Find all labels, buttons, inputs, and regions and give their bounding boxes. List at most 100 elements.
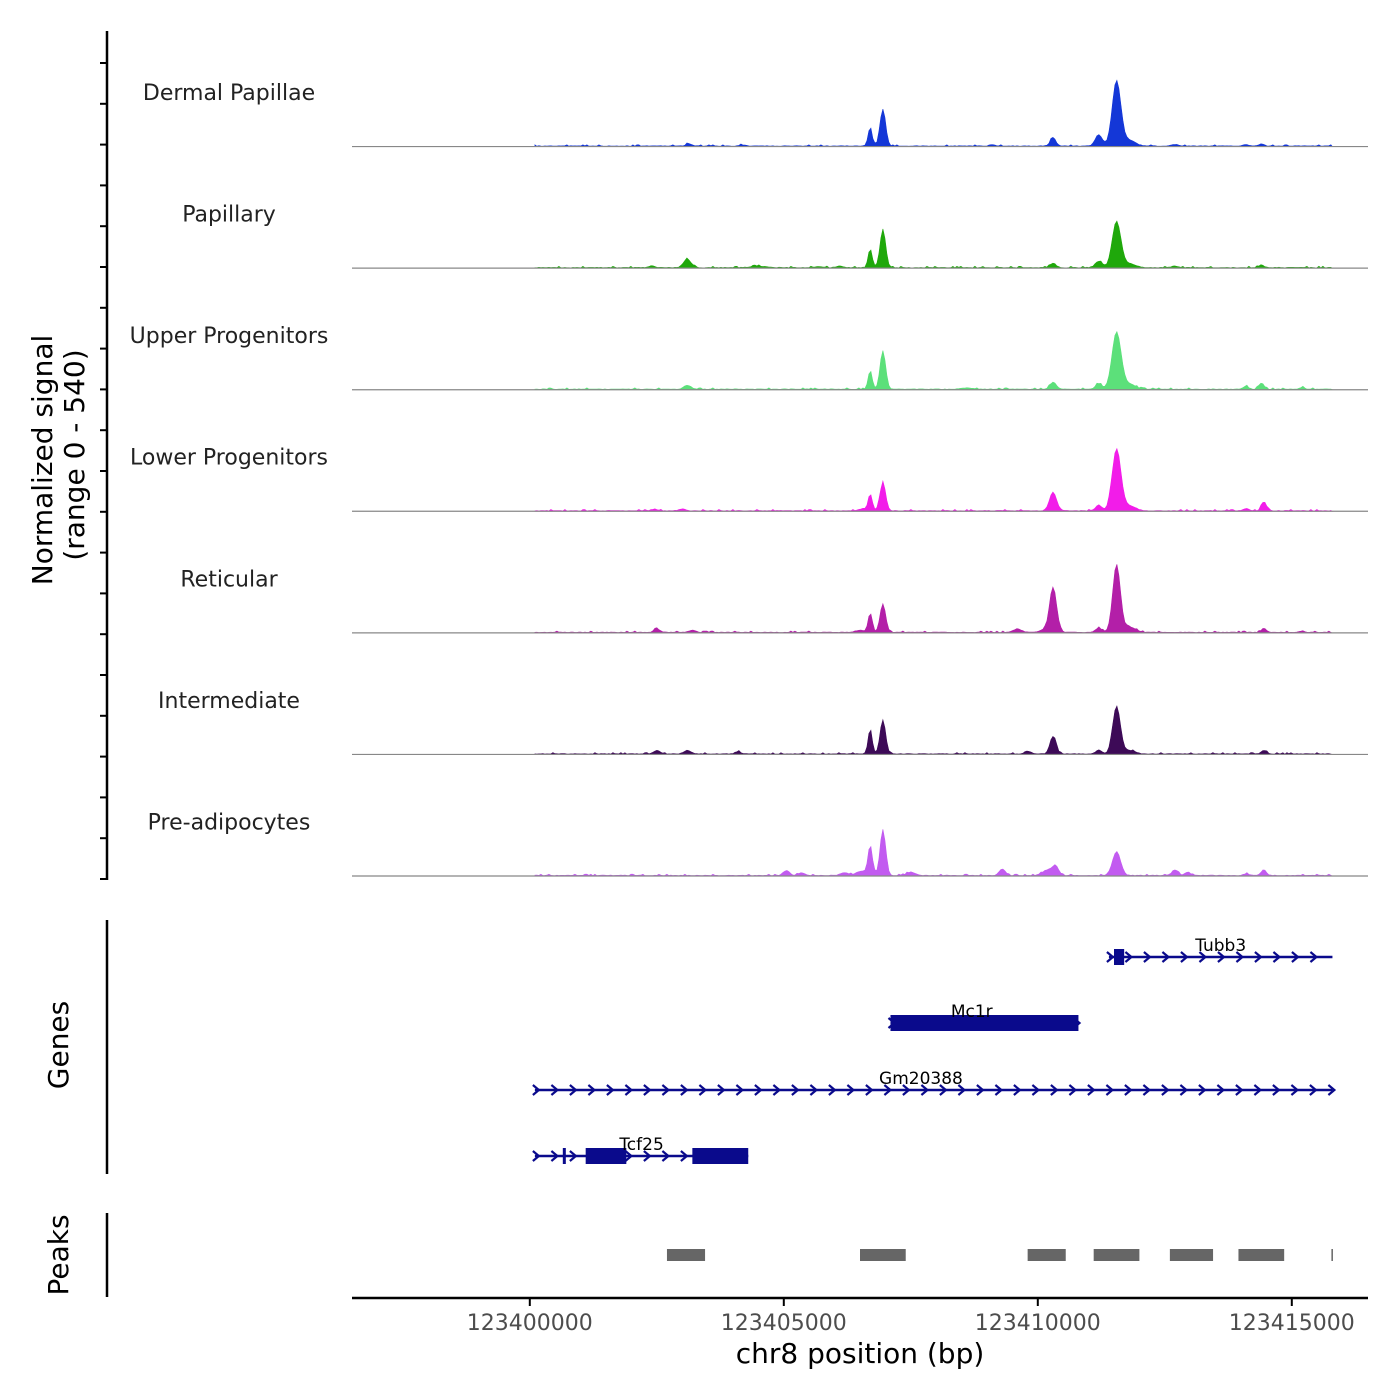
strand-arrow (1105, 1084, 1115, 1096)
strand-arrow (883, 1084, 893, 1096)
strand-arrow (643, 1150, 652, 1162)
strand-arrow (550, 1150, 560, 1162)
peak-region (666, 1249, 706, 1261)
coverage-area-upper-progenitors (534, 330, 1333, 390)
x-tick-label: 123405000 (721, 1311, 847, 1336)
strand-arrow (532, 1150, 541, 1162)
strand-arrow (846, 1084, 856, 1096)
peak-region (1238, 1249, 1285, 1261)
strand-arrow (1235, 1084, 1244, 1096)
strand-arrow (661, 1150, 671, 1162)
coverage-area-reticular (534, 564, 1333, 634)
gene-exon (585, 1148, 627, 1164)
strand-arrow (1161, 1084, 1170, 1096)
strand-arrow (809, 1084, 819, 1096)
strand-arrow (828, 1084, 837, 1096)
strand-arrow (1253, 1084, 1263, 1096)
strand-arrow (661, 1084, 671, 1096)
track-label: Lower Progenitors (130, 446, 328, 471)
track-label: Upper Progenitors (130, 324, 329, 349)
peak-region (1027, 1249, 1066, 1261)
strand-arrow (1143, 951, 1152, 963)
coverage-area-pre-adipocytes (534, 829, 1333, 877)
strand-arrow (1198, 1084, 1207, 1096)
gene-label: Gm20388 (879, 1069, 963, 1089)
strand-arrow (1216, 1084, 1226, 1096)
y-axis-range: (range 0 - 540) (58, 349, 91, 560)
strand-arrow (1309, 1084, 1318, 1096)
strand-arrow (698, 1084, 708, 1096)
peak-panel (105, 1213, 1333, 1297)
track-label: Pre-adipocytes (148, 810, 311, 835)
gene-exon (562, 1148, 566, 1164)
peak-region (1093, 1249, 1140, 1261)
strand-arrow (1142, 1084, 1152, 1096)
strand-arrow (865, 1084, 874, 1096)
strand-arrow (1272, 1084, 1281, 1096)
x-tick-label: 123410000 (975, 1311, 1101, 1336)
peak-region (860, 1249, 906, 1261)
coverage-area-papillary (534, 220, 1333, 269)
strand-arrow (624, 1150, 634, 1162)
strand-arrow (1217, 951, 1226, 963)
strand-arrow (587, 1084, 597, 1096)
strand-arrow (680, 1084, 689, 1096)
strand-arrow (754, 1084, 763, 1096)
strand-arrow (1198, 951, 1208, 963)
x-tick-label: 123400000 (467, 1311, 593, 1336)
x-axis-title: chr8 position (bp) (736, 1337, 985, 1370)
strand-arrow (624, 1084, 634, 1096)
strand-arrow (772, 1084, 782, 1096)
strand-arrow (735, 1084, 745, 1096)
strand-arrow (1087, 1084, 1096, 1096)
peak-region (1331, 1249, 1333, 1261)
gene-exon (890, 1015, 1079, 1031)
strand-arrow (1272, 951, 1282, 963)
strand-arrow (902, 1084, 911, 1096)
track-label: Dermal Papillae (143, 81, 315, 106)
track-label: Papillary (182, 203, 276, 228)
coverage-area-lower-progenitors (534, 447, 1334, 512)
strand-arrow (569, 1150, 578, 1162)
strand-arrow (1179, 1084, 1189, 1096)
strand-arrow (957, 1084, 967, 1096)
gene-label: Tcf25 (618, 1135, 663, 1155)
strand-arrow (1235, 951, 1245, 963)
peak-region (1169, 1249, 1214, 1261)
strand-arrow (550, 1084, 560, 1096)
genes-panel-label: Genes (42, 1001, 75, 1089)
strand-arrow (532, 1084, 541, 1096)
strand-arrow (717, 1084, 726, 1096)
x-axis: 123400000 123405000 123410000 123415000 (352, 1296, 1368, 1336)
gene-label: Mc1r (951, 1002, 993, 1022)
strand-arrow (1106, 951, 1115, 963)
x-tick-label: 123415000 (1229, 1311, 1355, 1336)
gene-label: Tubb3 (1194, 936, 1246, 956)
strand-arrow (680, 1150, 689, 1162)
strand-arrow (791, 1084, 800, 1096)
gene-panel: Tubb3 Mc1r Gm20388 Tcf25 (105, 920, 1337, 1174)
strand-arrow (1124, 1084, 1133, 1096)
strand-arrow (1309, 951, 1319, 963)
strand-arrow (643, 1084, 652, 1096)
track-label: Intermediate (158, 689, 300, 714)
strand-arrow (1290, 1084, 1300, 1096)
gene-exon (1114, 949, 1125, 965)
strand-arrow (1124, 951, 1134, 963)
y-axis-title: Normalized signal (26, 335, 59, 586)
signal-panel: Dermal Papillae Papillary Upper Progenitor… (100, 31, 1368, 880)
strand-arrow (1068, 1084, 1078, 1096)
strand-arrow (994, 1084, 1004, 1096)
strand-arrow (1327, 1084, 1337, 1096)
strand-arrow (939, 1084, 948, 1096)
strand-arrow (1291, 951, 1300, 963)
strand-arrow (1013, 1084, 1022, 1096)
strand-arrow (1254, 951, 1263, 963)
strand-arrow (606, 1084, 615, 1096)
strand-arrow (1031, 1084, 1041, 1096)
coverage-area-dermal-papillae (534, 79, 1334, 147)
gene-exon (692, 1148, 749, 1164)
strand-arrow (1050, 1084, 1059, 1096)
strand-arrow (976, 1084, 985, 1096)
